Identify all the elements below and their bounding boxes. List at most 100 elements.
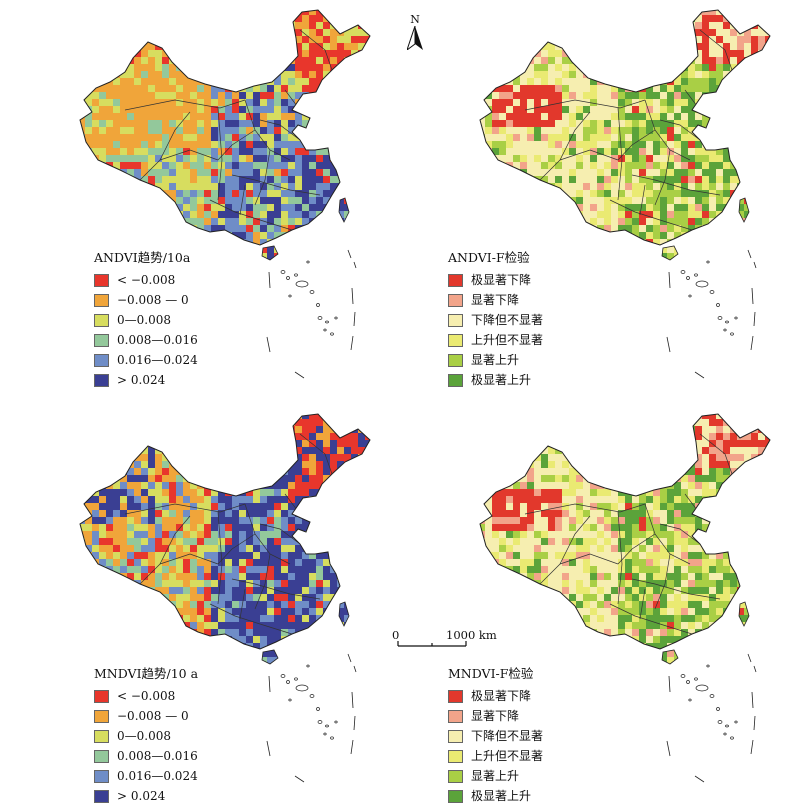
legend-andvi-trend: ANDVI趋势/10a < −0.008 −0.008 — 0 0—0.008 … bbox=[94, 248, 198, 390]
south-china-sea-islands bbox=[266, 249, 357, 379]
legend-item: 极显著下降 bbox=[448, 686, 543, 706]
raster-layer bbox=[480, 414, 770, 664]
legend-swatch bbox=[94, 709, 109, 723]
legend-label: > 0.024 bbox=[117, 373, 166, 387]
legend-title: MNDVI-F检验 bbox=[448, 666, 534, 681]
legend-swatch bbox=[94, 333, 109, 347]
andvi-ftest-map bbox=[479, 9, 771, 379]
legend-label: 上升但不显著 bbox=[471, 749, 544, 763]
legend-item: 0.016—0.024 bbox=[94, 350, 198, 370]
legend-item: 上升但不显著 bbox=[448, 330, 543, 350]
legend-swatch bbox=[94, 373, 109, 387]
legend-mndvi-ftest: MNDVI-F检验 极显著下降 显著下降 下降但不显著 上升但不显著 显著上升 … bbox=[448, 664, 543, 806]
legend-label: 下降但不显著 bbox=[471, 313, 544, 327]
province-boundaries bbox=[124, 433, 333, 635]
legend-item: < −0.008 bbox=[94, 686, 198, 706]
south-china-sea-islands bbox=[666, 249, 757, 379]
legend-label: 显著上升 bbox=[471, 353, 520, 367]
legend-swatch bbox=[448, 729, 463, 743]
scale-end-label: 1000 km bbox=[446, 628, 497, 642]
country-outline bbox=[79, 413, 371, 650]
legend-label: 0.016—0.024 bbox=[117, 769, 198, 783]
legend-item: 极显著下降 bbox=[448, 270, 543, 290]
legend-swatch bbox=[448, 333, 463, 347]
legend-item: 显著上升 bbox=[448, 350, 543, 370]
legend-swatch bbox=[448, 373, 463, 387]
legend-item: 上升但不显著 bbox=[448, 746, 543, 766]
raster-layer bbox=[480, 10, 770, 260]
legend-swatch bbox=[94, 293, 109, 307]
legend-swatch bbox=[94, 313, 109, 327]
legend-item: > 0.024 bbox=[94, 370, 198, 390]
legend-item: 0.016—0.024 bbox=[94, 766, 198, 786]
legend-label: −0.008 — 0 bbox=[117, 709, 189, 723]
mndvi-trend-map bbox=[79, 413, 371, 783]
legend-label: 极显著上升 bbox=[471, 373, 532, 387]
country-outline bbox=[479, 413, 771, 650]
raster-layer bbox=[80, 10, 370, 260]
legend-item: 0.008—0.016 bbox=[94, 330, 198, 350]
legend-item: 下降但不显著 bbox=[448, 310, 543, 330]
legend-label: 极显著下降 bbox=[471, 273, 532, 287]
legend-title: ANDVI趋势/10a bbox=[94, 250, 191, 265]
legend-item: 极显著上升 bbox=[448, 786, 543, 806]
legend-label: 0.008—0.016 bbox=[117, 333, 198, 347]
legend-swatch bbox=[448, 293, 463, 307]
scale-start-label: 0 bbox=[392, 628, 400, 642]
north-label: N bbox=[410, 13, 420, 26]
legend-swatch bbox=[448, 689, 463, 703]
legend-swatch bbox=[94, 689, 109, 703]
legend-label: 0—0.008 bbox=[117, 729, 171, 743]
legend-swatch bbox=[448, 273, 463, 287]
legend-andvi-ftest: ANDVI-F检验 极显著下降 显著下降 下降但不显著 上升但不显著 显著上升 … bbox=[448, 248, 543, 390]
legend-item: < −0.008 bbox=[94, 270, 198, 290]
legend-item: −0.008 — 0 bbox=[94, 290, 198, 310]
legend-title: MNDVI趋势/10 a bbox=[94, 666, 199, 681]
legend-item: > 0.024 bbox=[94, 786, 198, 806]
map-panel-mndvi-trend: MNDVI趋势/10 a < −0.008 −0.008 — 0 0—0.008… bbox=[0, 404, 400, 804]
north-arrow-icon bbox=[406, 25, 423, 52]
raster-layer bbox=[80, 414, 370, 664]
legend-item: 显著下降 bbox=[448, 706, 543, 726]
scale-bar: 0 1000 km bbox=[388, 628, 508, 658]
map-panel-andvi-ftest: ANDVI-F检验 极显著下降 显著下降 下降但不显著 上升但不显著 显著上升 … bbox=[400, 0, 800, 400]
legend-swatch bbox=[448, 313, 463, 327]
mndvi-ftest-map bbox=[479, 413, 771, 783]
legend-swatch bbox=[94, 729, 109, 743]
scale-bar-line bbox=[397, 641, 467, 647]
legend-item: 显著下降 bbox=[448, 290, 543, 310]
legend-label: 极显著下降 bbox=[471, 689, 532, 703]
legend-label: < −0.008 bbox=[117, 273, 176, 287]
map-panel-mndvi-ftest: MNDVI-F检验 极显著下降 显著下降 下降但不显著 上升但不显著 显著上升 … bbox=[400, 404, 800, 804]
legend-swatch bbox=[448, 353, 463, 367]
legend-item: −0.008 — 0 bbox=[94, 706, 198, 726]
andvi-trend-map bbox=[79, 9, 371, 379]
legend-swatch bbox=[94, 769, 109, 783]
south-china-sea-islands bbox=[666, 653, 757, 783]
legend-swatch bbox=[94, 749, 109, 763]
legend-swatch bbox=[448, 769, 463, 783]
legend-label: 显著上升 bbox=[471, 769, 520, 783]
country-outline bbox=[79, 9, 371, 246]
legend-label: 显著下降 bbox=[471, 709, 520, 723]
legend-swatch bbox=[448, 789, 463, 803]
legend-label: 下降但不显著 bbox=[471, 729, 544, 743]
legend-item: 极显著上升 bbox=[448, 370, 543, 390]
legend-swatch bbox=[94, 273, 109, 287]
legend-label: 0—0.008 bbox=[117, 313, 171, 327]
legend-swatch bbox=[448, 749, 463, 763]
legend-item: 0.008—0.016 bbox=[94, 746, 198, 766]
legend-label: < −0.008 bbox=[117, 689, 176, 703]
south-china-sea-islands bbox=[266, 653, 357, 783]
legend-label: 上升但不显著 bbox=[471, 333, 544, 347]
legend-swatch bbox=[94, 789, 109, 803]
legend-label: 极显著上升 bbox=[471, 789, 532, 803]
legend-title: ANDVI-F检验 bbox=[448, 250, 530, 265]
legend-item: 显著上升 bbox=[448, 766, 543, 786]
province-boundaries bbox=[524, 433, 733, 635]
province-boundaries bbox=[524, 29, 733, 231]
legend-label: 0.008—0.016 bbox=[117, 749, 198, 763]
legend-item: 0—0.008 bbox=[94, 310, 198, 330]
legend-label: > 0.024 bbox=[117, 789, 166, 803]
province-boundaries bbox=[124, 29, 333, 231]
